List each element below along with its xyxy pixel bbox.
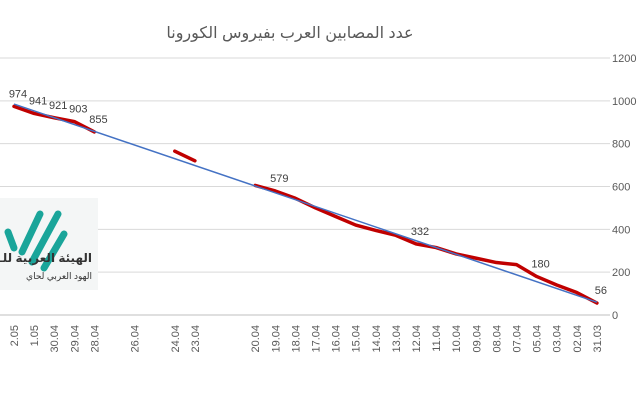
data-label: 579 [270,173,288,185]
y-tick-label: 200 [612,267,630,279]
x-tick-label: 13.04 [391,325,403,353]
data-line [12,104,599,305]
y-tick-label: 1000 [612,96,636,108]
x-tick-label: 03.04 [552,325,564,353]
y-tick-label: 0 [612,310,618,322]
x-tick-label: 08.04 [491,325,503,353]
x-tick-label: 14.04 [371,325,383,353]
data-label: 921 [49,100,67,112]
data-label: 974 [9,88,27,100]
y-tick-label: 1200 [612,53,636,65]
x-tick-label: 31.03 [592,325,604,353]
x-tick-label: 20.04 [250,325,262,353]
data-label: 332 [411,226,429,238]
x-tick-label: 28.04 [89,325,101,353]
x-tick-label: 29.04 [69,325,81,353]
x-tick-label: 23.04 [190,325,202,353]
x-tick-label: 16.04 [331,325,343,353]
y-tick-label: 800 [612,139,630,151]
x-tick-label: 1.05 [29,325,41,346]
x-tick-label: 24.04 [170,325,182,353]
x-tick-label: 07.04 [512,325,524,353]
chart-title: عدد المصابين العرب بفيروس الكورونا [166,25,413,43]
data-label: 903 [69,104,87,116]
trend-line [13,103,598,303]
logo-title: الهيئة العربية للـ [0,251,92,265]
y-tick-label: 400 [612,224,630,236]
x-tick-label: 09.04 [471,325,483,353]
data-label: 941 [29,95,47,107]
logo-background [0,198,98,290]
x-tick-label: 30.04 [49,325,61,353]
x-tick-label: 10.04 [451,325,463,353]
logo-mark [4,210,68,272]
x-tick-label: 18.04 [290,325,302,353]
y-tick-label: 600 [612,182,630,194]
data-label: 855 [89,114,107,126]
logo: الهيئة العربية للـ الهود العربي لحاي [0,198,98,290]
x-tick-label: 2.05 [9,325,21,346]
x-tick-label: 02.04 [572,325,584,353]
x-tick-label: 11.04 [431,325,443,352]
data-label: 180 [531,258,549,270]
data-label: 56 [595,285,607,297]
logo-subtitle: الهود العربي لحاي [26,271,92,281]
x-tick-label: 17.04 [311,325,323,353]
x-tick-label: 05.04 [532,325,544,353]
x-tick-label: 26.04 [130,325,142,353]
x-tick-label: 12.04 [411,325,423,353]
x-tick-label: 19.04 [270,325,282,353]
x-tick-label: 15.04 [351,325,363,353]
